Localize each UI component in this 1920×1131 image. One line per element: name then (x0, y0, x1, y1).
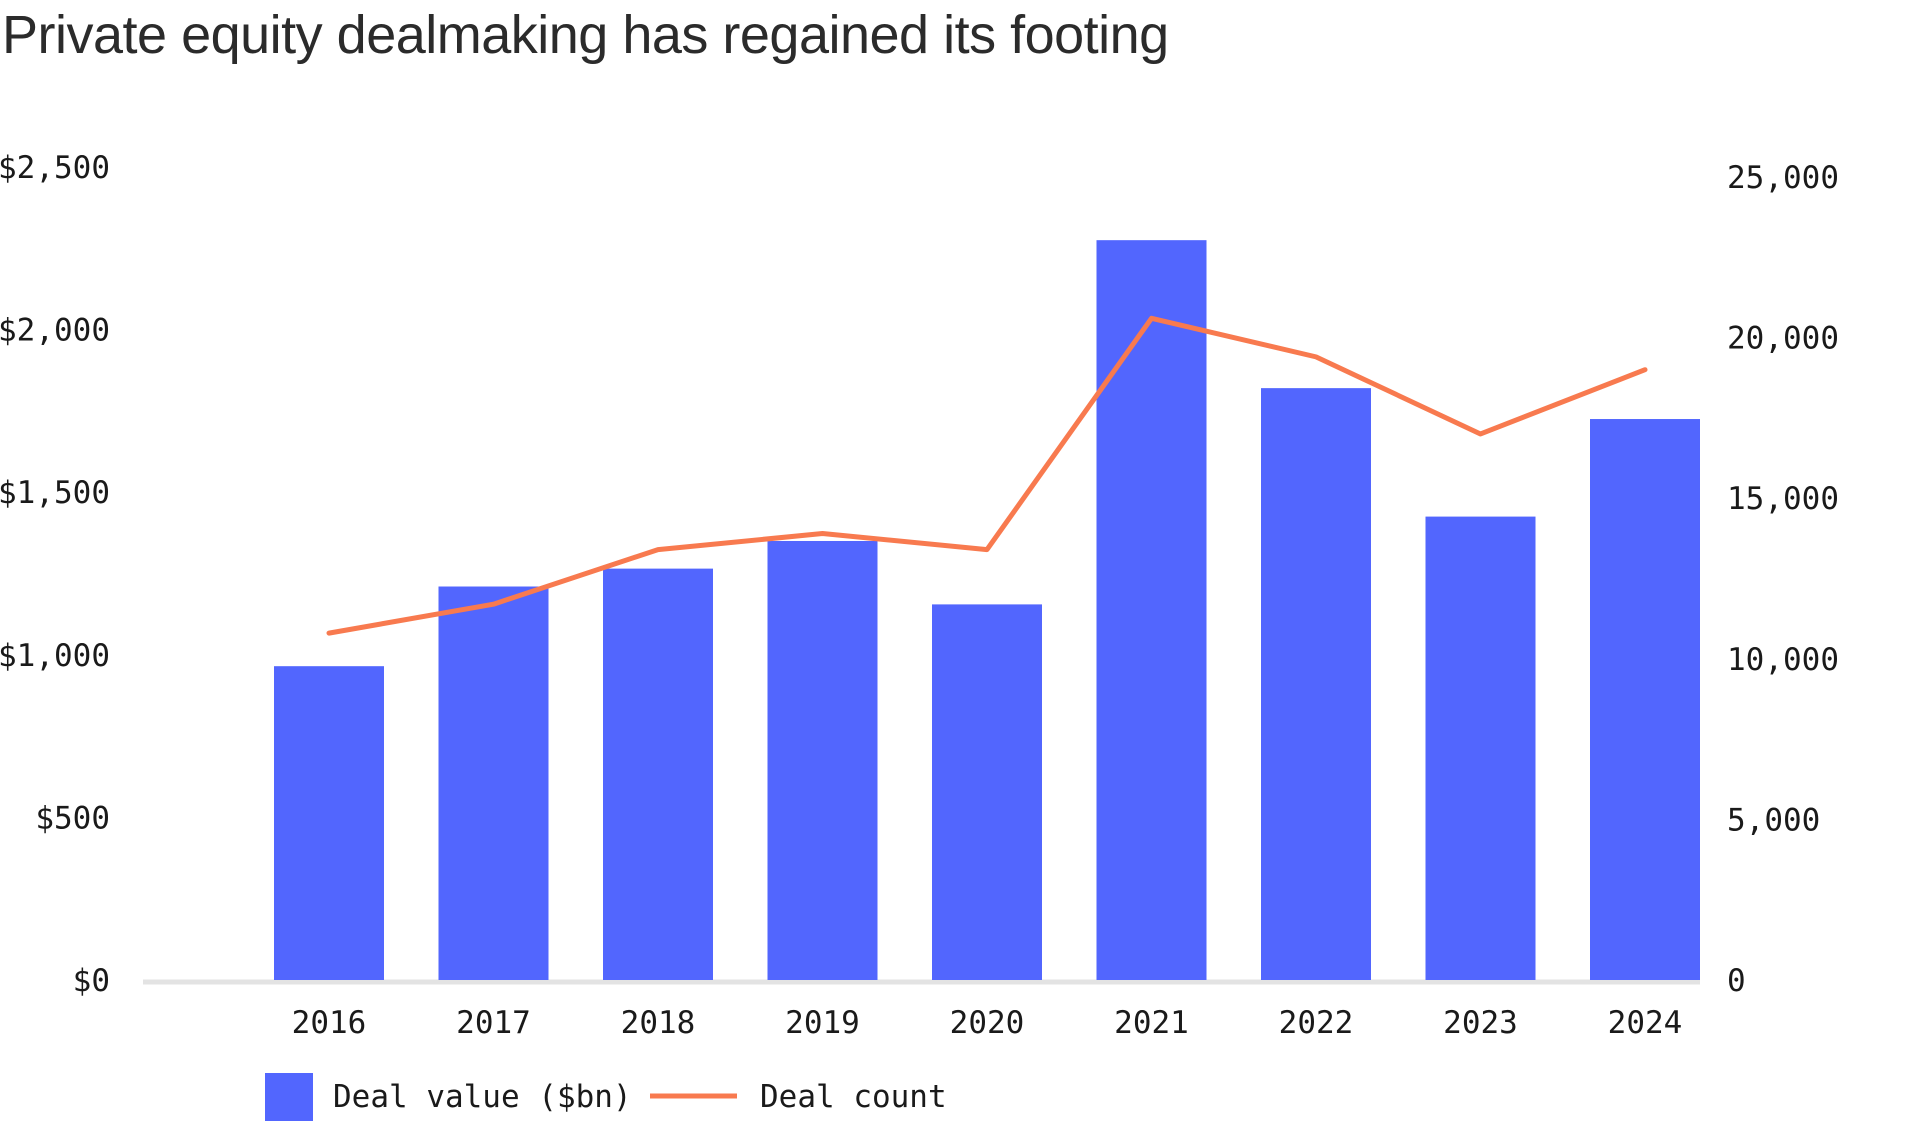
right-y-axis: 0 5,000 10,000 15,000 20,000 25,000 (1727, 160, 1839, 999)
bar-deal-value-2020 (932, 604, 1042, 980)
legend-swatch-deal-value (265, 1073, 313, 1121)
bar-deal-value-2018 (603, 568, 713, 980)
right-y-tick-label: 5,000 (1727, 802, 1820, 838)
left-y-tick-label: $1,500 (0, 475, 110, 511)
chart-title: Private equity dealmaking has regained i… (2, 5, 1169, 65)
left-y-tick-label: $2,500 (0, 150, 110, 186)
bar-series (274, 240, 1700, 981)
x-tick-label: 2023 (1443, 1005, 1518, 1041)
x-tick-label: 2022 (1279, 1005, 1354, 1041)
x-axis-labels: 2016 2017 2018 2019 2020 2021 2022 2023 2024 (292, 1005, 1683, 1041)
left-y-tick-label: $0 (73, 963, 110, 999)
x-tick-label: 2017 (456, 1005, 531, 1041)
x-tick-label: 2021 (1114, 1005, 1189, 1041)
line-series (326, 315, 1648, 636)
right-y-tick-label: 15,000 (1727, 481, 1839, 517)
right-y-tick-label: 0 (1727, 963, 1746, 999)
bar-deal-value-2019 (767, 540, 878, 980)
x-tick-label: 2018 (621, 1005, 696, 1041)
bar-deal-value-2017 (438, 586, 549, 980)
bar-deal-value-2022 (1261, 388, 1371, 980)
left-y-tick-label: $500 (35, 800, 110, 836)
bar-deal-value-2021 (1096, 240, 1207, 981)
left-y-axis: $0 $500 $1,000 $1,500 $2,000 $2,500 (0, 150, 110, 999)
x-tick-label: 2016 (292, 1005, 367, 1041)
x-tick-label: 2020 (950, 1005, 1025, 1041)
legend-label-deal-count: Deal count (760, 1079, 947, 1115)
bar-deal-value-2024 (1590, 419, 1700, 980)
bar-deal-value-2016 (274, 666, 384, 980)
x-tick-label: 2024 (1608, 1005, 1683, 1041)
right-y-tick-label: 20,000 (1727, 321, 1839, 357)
legend-label-deal-value: Deal value ($bn) (333, 1079, 632, 1115)
right-y-tick-label: 10,000 (1727, 642, 1839, 678)
left-y-tick-label: $2,000 (0, 313, 110, 349)
left-y-tick-label: $1,000 (0, 638, 110, 674)
legend: Deal value ($bn) Deal count (265, 1073, 947, 1121)
right-y-tick-label: 25,000 (1727, 160, 1839, 196)
x-tick-label: 2019 (785, 1005, 860, 1041)
bar-deal-value-2023 (1425, 516, 1536, 980)
